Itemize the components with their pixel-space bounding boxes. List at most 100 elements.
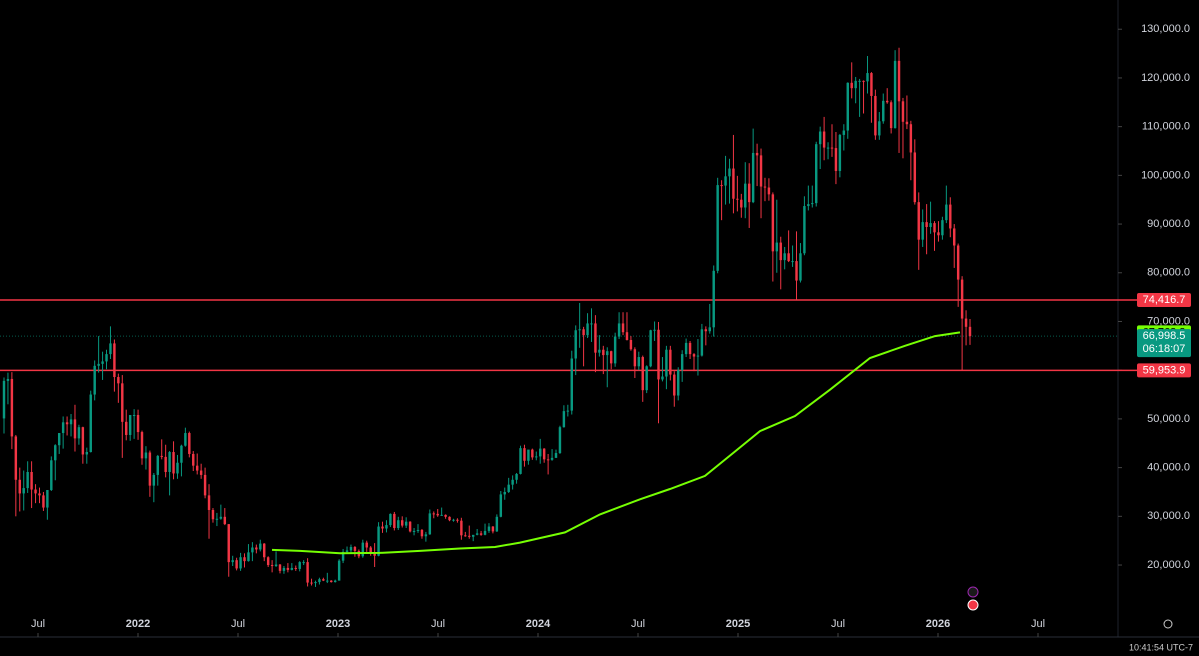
- candle-body: [590, 323, 593, 325]
- candle-body: [176, 462, 179, 474]
- settings-gear[interactable]: [1163, 619, 1173, 629]
- x-tick-label: 2025: [726, 618, 750, 630]
- x-tick-label: Jul: [831, 618, 845, 630]
- candle-body: [282, 567, 286, 571]
- candle-body: [850, 82, 853, 89]
- candle-body: [460, 520, 463, 536]
- candle-body: [846, 82, 849, 131]
- candle-body: [247, 552, 250, 562]
- countdown-label: 06:18:07: [1143, 343, 1186, 355]
- candle-body: [625, 332, 629, 340]
- candle-body: [164, 456, 167, 472]
- candle-body: [73, 419, 77, 439]
- candle-body: [787, 253, 790, 262]
- x-tick-label: 2023: [326, 618, 350, 630]
- x-tick-label: Jul: [231, 618, 245, 630]
- candle-body: [854, 80, 857, 89]
- candle-body: [862, 80, 865, 82]
- candle-body: [464, 535, 467, 537]
- candle-body: [278, 564, 282, 571]
- candle-body: [377, 526, 380, 556]
- moving-average-line: [271, 331, 961, 555]
- candle-body: [266, 557, 270, 566]
- candle-body: [826, 147, 830, 149]
- candle-body: [326, 580, 329, 582]
- candle-body: [401, 520, 404, 526]
- candle-body: [834, 148, 838, 171]
- settings-icon[interactable]: [1163, 619, 1173, 629]
- y-tick-label: 30,000.0: [1147, 510, 1190, 522]
- candle-body: [393, 513, 396, 529]
- candle-body: [878, 121, 881, 136]
- candle-body: [219, 516, 223, 519]
- candle-body: [637, 357, 641, 367]
- candle-body: [168, 452, 171, 472]
- candle-body: [874, 95, 877, 136]
- event-icon[interactable]: [967, 599, 979, 611]
- y-tick-label: 100,000.0: [1141, 169, 1190, 181]
- candle-body: [369, 547, 372, 554]
- candle-body: [507, 484, 510, 492]
- candle-body: [669, 349, 672, 375]
- candle-body: [349, 547, 353, 551]
- candle-body: [956, 245, 960, 280]
- candle-body: [373, 553, 376, 556]
- clock: 10:41:54 UTC-7: [1129, 642, 1193, 652]
- candle-body: [397, 520, 400, 529]
- candle-body: [515, 473, 518, 480]
- candle-body: [885, 100, 889, 103]
- candle-body: [365, 542, 368, 548]
- y-tick-label: 20,000.0: [1147, 559, 1190, 571]
- candle-body: [483, 530, 487, 535]
- candle-body: [799, 253, 802, 281]
- candle-body: [121, 383, 124, 422]
- candle-body: [136, 415, 140, 433]
- candle-body: [838, 134, 842, 171]
- candle-body: [46, 490, 49, 508]
- candle-body: [318, 579, 321, 583]
- candle-body: [570, 358, 573, 411]
- candle-body: [322, 579, 325, 581]
- candle-body: [2, 380, 6, 419]
- candle-body: [815, 144, 818, 204]
- candle-body: [641, 357, 644, 391]
- candle-body: [385, 525, 388, 529]
- candle-body: [381, 526, 384, 529]
- candle-body: [684, 342, 688, 355]
- candle-body: [621, 323, 625, 333]
- y-tick-label: 80,000.0: [1147, 267, 1190, 279]
- candle-body: [117, 377, 120, 384]
- y-tick-label: 130,000.0: [1141, 23, 1190, 35]
- candle-body: [306, 562, 309, 583]
- candle-body: [617, 323, 621, 337]
- candle-body: [404, 521, 408, 526]
- candle-body: [416, 529, 420, 531]
- candle-body: [968, 326, 972, 337]
- candle-body: [531, 449, 534, 458]
- candle-body: [487, 526, 491, 531]
- candle-body: [633, 349, 637, 367]
- candle-body: [562, 411, 566, 428]
- candle-body: [471, 534, 475, 537]
- candle-body: [448, 516, 451, 521]
- candle-body: [259, 543, 262, 550]
- candle-body: [779, 242, 782, 261]
- candle-body: [341, 551, 345, 561]
- candle-body: [227, 524, 230, 563]
- candle-body: [361, 542, 365, 557]
- candle-body: [649, 330, 652, 367]
- x-tick-label: Jul: [431, 618, 445, 630]
- candle-body: [468, 535, 471, 537]
- candle-body: [657, 329, 660, 380]
- y-tick-label: 90,000.0: [1147, 218, 1190, 230]
- candle-body: [696, 355, 700, 357]
- candle-body: [207, 495, 211, 510]
- y-tick-label: 110,000.0: [1142, 121, 1190, 133]
- candle-body: [22, 488, 25, 494]
- candle-body: [231, 560, 234, 563]
- candle-body: [527, 449, 530, 461]
- event-icon[interactable]: [967, 586, 979, 598]
- candle-body: [870, 73, 873, 96]
- candle-body: [539, 448, 542, 457]
- y-tick-label: 120,000.0: [1141, 72, 1190, 84]
